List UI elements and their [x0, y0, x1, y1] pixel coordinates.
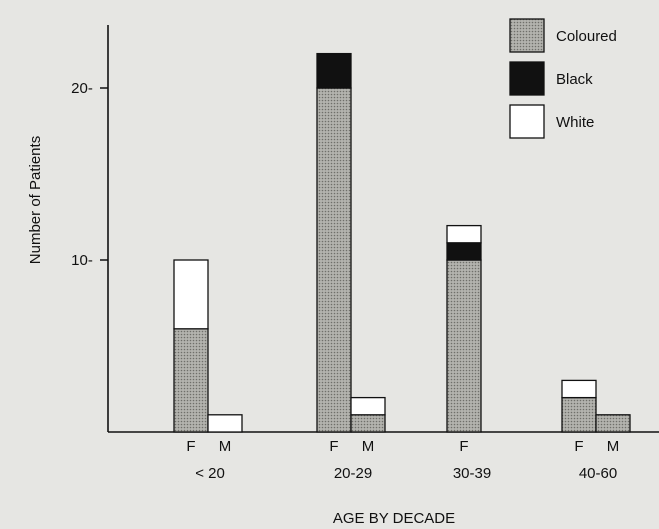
bar-2-F-white [446, 224, 482, 244]
sex-label-3-F: F [574, 438, 583, 455]
bar-3-M-coloured [595, 414, 631, 433]
sex-label-1-F: F [329, 438, 338, 455]
y-axis-title: Number of Patients [27, 136, 44, 264]
bar-2-F-black [446, 242, 482, 261]
legend-swatch-white [509, 104, 545, 139]
bar-3-F-coloured [561, 396, 597, 433]
legend-label-coloured: Coloured [556, 28, 617, 45]
bars-layer [173, 52, 631, 433]
group-label-3: 40-60 [579, 465, 617, 482]
y-tick-label-10: 10- [71, 252, 93, 269]
x-axis-title: AGE BY DECADE [333, 510, 455, 527]
legend-swatch-coloured [509, 18, 545, 53]
legend-label-black: Black [556, 71, 593, 88]
sex-label-2-F: F [459, 438, 468, 455]
bar-2-F-coloured [446, 259, 482, 433]
bar-0-F-white [173, 259, 209, 330]
sex-label-0-M: M [219, 438, 232, 455]
bar-1-F-black [316, 52, 352, 89]
bar-3-F-white [561, 379, 597, 399]
group-label-1: 20-29 [334, 465, 372, 482]
bar-1-M-white [350, 396, 386, 416]
legend: Coloured Black White [509, 18, 617, 139]
bar-0-F-coloured [173, 328, 209, 433]
legend-swatch-black [509, 61, 545, 96]
group-label-0: < 20 [195, 465, 225, 482]
bar-1-F-coloured [316, 87, 352, 433]
sex-label-3-M: M [607, 438, 620, 455]
bar-0-M-white [207, 414, 243, 433]
bar-1-M-coloured [350, 414, 386, 433]
group-label-2: 30-39 [453, 465, 491, 482]
sex-label-0-F: F [186, 438, 195, 455]
y-tick-label-20: 20- [71, 80, 93, 97]
legend-label-white: White [556, 114, 594, 131]
y-ticks-layer: 10- 20- [71, 80, 108, 269]
sex-label-1-M: M [362, 438, 375, 455]
